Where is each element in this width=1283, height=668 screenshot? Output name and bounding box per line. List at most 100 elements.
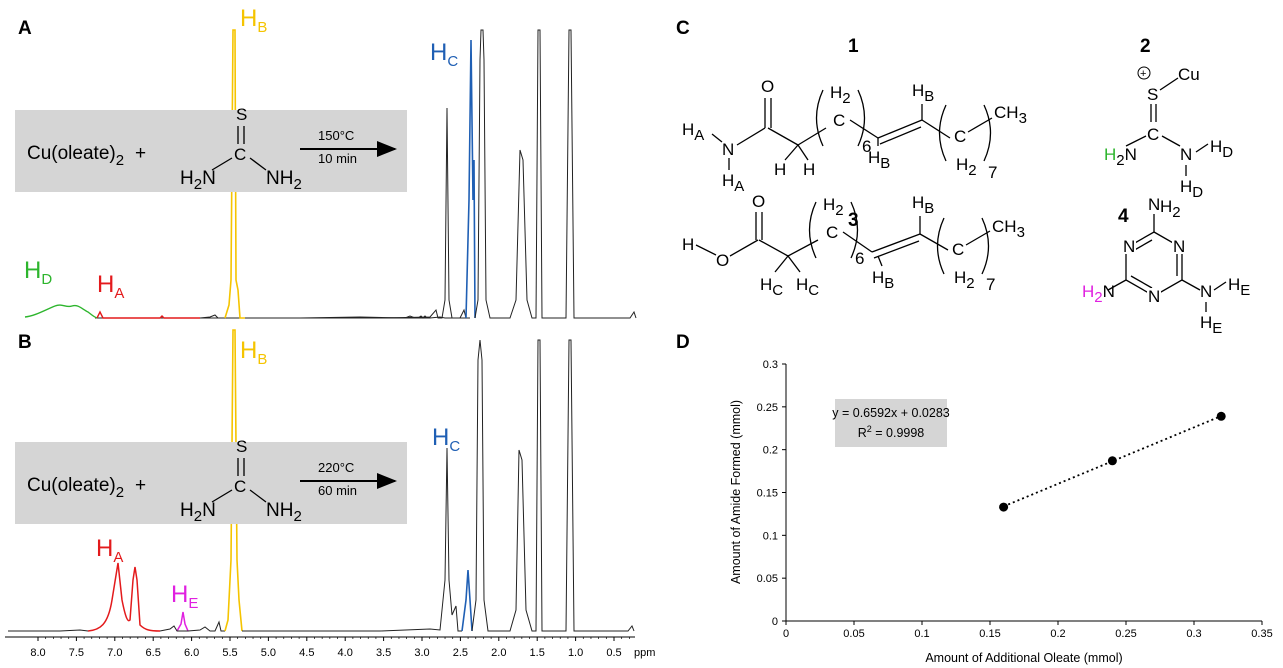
ppm-tick-label: 7.5	[69, 647, 84, 659]
reaction-b-plus: +	[135, 475, 146, 496]
spectrum-a-label-hc: HC	[430, 39, 458, 70]
structure-1-hb-bottom: HB	[868, 148, 890, 172]
x-tick-label: 0.1	[914, 628, 929, 640]
structure-1-n: N	[722, 140, 734, 159]
spectrum-b-label-he: HE	[171, 581, 198, 612]
ppm-tick-label: 1.5	[530, 647, 545, 659]
ppm-tick-label: 4.0	[338, 647, 353, 659]
structure-4-h2n-left: H2N	[1082, 282, 1115, 306]
structure-4-he-bottom: HE	[1200, 313, 1222, 337]
spectrum-b-trace-2	[159, 620, 225, 632]
thiourea-a-c: C	[234, 145, 246, 164]
equation-text: y = 0.6592x + 0.0283	[832, 406, 950, 420]
structure-2-c: C	[1147, 125, 1159, 144]
structure-3-hc-right: HC	[796, 275, 819, 299]
spectrum-b-hb-peak	[224, 329, 243, 632]
equation-box	[835, 399, 947, 447]
structure-4-n-ring-2: N	[1123, 237, 1135, 256]
ppm-tick-label: 6.0	[184, 647, 199, 659]
trendline	[1003, 415, 1222, 508]
spectrum-b-label-hc: HC	[432, 424, 460, 455]
structure-3-c-b: C	[952, 240, 964, 259]
y-tick-label: 0	[772, 616, 778, 628]
y-tick-label: 0.2	[763, 445, 778, 457]
panel-label-d: D	[676, 332, 690, 353]
structure-3-six: 6	[855, 249, 864, 268]
structure-3-c-a: C	[826, 223, 838, 242]
x-tick-label: 0.15	[979, 628, 1000, 640]
spectrum-b-hc-peak	[461, 569, 473, 632]
structure-1-ha-bottom: HA	[722, 171, 744, 195]
thiourea-a-nh2: NH2	[266, 168, 302, 193]
structure-3-o: O	[716, 251, 729, 270]
r-squared-text: R2 = 0.9998	[858, 424, 925, 440]
structure-2-cu: Cu	[1178, 65, 1200, 84]
y-tick-label: 0.1	[763, 530, 778, 542]
x-tick-label: 0.05	[843, 628, 864, 640]
spectrum-a-hd-peak	[24, 304, 98, 319]
ppm-tick-label: 5.5	[222, 647, 237, 659]
ppm-tick-label: 2.5	[453, 647, 468, 659]
y-tick-label: 0.3	[763, 359, 778, 371]
data-point	[1107, 456, 1117, 466]
spectrum-a-hb-peak	[224, 29, 245, 319]
ppm-tick-label: 2.0	[491, 647, 506, 659]
panel-label-a: A	[18, 18, 32, 39]
structure-3-hb-top: HB	[912, 193, 934, 217]
structure-4: 4 N H2 N N N H2N N HE HE	[1082, 195, 1250, 337]
spectrum-b-trace-1	[8, 629, 89, 632]
y-tick-label: 0.15	[757, 488, 778, 500]
spectrum-b-trace-4	[471, 339, 635, 632]
structure-3: 3 H O O HC HC H2 C 6 HB HB C H2 7 CH3	[682, 192, 1025, 299]
structure-3-seven: 7	[986, 275, 995, 294]
structure-3-h2-b: H2	[954, 268, 975, 292]
structure-1-seven: 7	[988, 163, 997, 182]
y-tick-label: 0.05	[757, 573, 778, 585]
spectrum-b	[8, 329, 635, 632]
y-tick-label: 0.25	[757, 402, 778, 414]
structure-4-n-ring-1: N	[1173, 237, 1185, 256]
ppm-tick-label: 8.0	[30, 647, 45, 659]
reaction-b-temp: 220°C	[318, 460, 354, 475]
spectrum-a-trace-4	[474, 29, 637, 319]
data-point	[999, 502, 1009, 512]
spectrum-a	[24, 29, 637, 319]
structure-3-h2-a: H2	[823, 195, 844, 219]
structure-2-s: S	[1147, 85, 1158, 104]
panel-label-b: B	[18, 332, 32, 353]
reaction-b-reactant: Cu(oleate)2	[27, 475, 124, 501]
structure-4-h2-top: H2	[1160, 197, 1181, 221]
spectrum-a-trace-3	[245, 107, 467, 319]
thiourea-a-s: S	[236, 105, 247, 124]
ppm-tick-label: 3.5	[376, 647, 391, 659]
structure-2: 2 + S Cu C H2N N HD HD	[1104, 36, 1233, 201]
scatter-chart: 0 0.05 0.1 0.15 0.2 0.25 0.3 0.35 0 0.05 0.1 0.15 0…	[729, 359, 1273, 665]
x-tick-label: 0	[783, 628, 789, 640]
structure-4-n-top: N	[1148, 195, 1160, 214]
structure-3-h: H	[682, 235, 694, 254]
reaction-b-time: 60 min	[318, 483, 357, 498]
spectrum-a-label-hb: HB	[240, 5, 267, 36]
structure-1-h-left: H	[774, 160, 786, 179]
structure-3-hc-left: HC	[760, 275, 783, 299]
x-tick-label: 0.25	[1115, 628, 1136, 640]
structure-1-ch3: CH3	[994, 103, 1027, 127]
reaction-a-time: 10 min	[318, 151, 357, 166]
structure-4-n-ring-3: N	[1148, 287, 1160, 306]
structure-2-hd-bottom: HD	[1180, 177, 1203, 201]
ppm-tick-label: 0.5	[606, 647, 621, 659]
thiourea-a-h2n: H2N	[180, 168, 216, 193]
structure-2-hd-right: HD	[1210, 137, 1233, 161]
thiourea-b: S C H2N NH2	[180, 437, 302, 525]
structure-4-number: 4	[1118, 206, 1129, 227]
thiourea-b-nh2: NH2	[266, 500, 302, 525]
data-point	[1216, 411, 1226, 421]
structure-1-o: O	[761, 77, 774, 96]
ppm-tick-label: 5.0	[261, 647, 276, 659]
structure-2-h2n: H2N	[1104, 145, 1137, 169]
x-tick-label: 0.35	[1251, 628, 1272, 640]
ppm-tick-label: 4.5	[299, 647, 314, 659]
spectrum-a-label-hd: HD	[24, 257, 52, 288]
reaction-box-a	[15, 110, 407, 192]
ppm-unit-label: ppm	[634, 647, 655, 659]
